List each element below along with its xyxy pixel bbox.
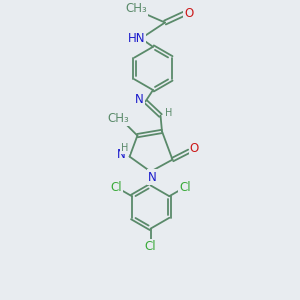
Text: H: H xyxy=(165,108,172,118)
Text: Cl: Cl xyxy=(179,181,191,194)
Text: N: N xyxy=(135,93,144,106)
Text: Cl: Cl xyxy=(110,181,122,194)
Text: H: H xyxy=(122,143,129,153)
Text: CH₃: CH₃ xyxy=(108,112,129,125)
Text: Cl: Cl xyxy=(145,240,156,253)
Text: O: O xyxy=(184,7,194,20)
Text: N: N xyxy=(148,170,157,184)
Text: HN: HN xyxy=(128,32,145,45)
Text: N: N xyxy=(117,148,126,161)
Text: CH₃: CH₃ xyxy=(126,2,147,15)
Text: O: O xyxy=(190,142,199,155)
